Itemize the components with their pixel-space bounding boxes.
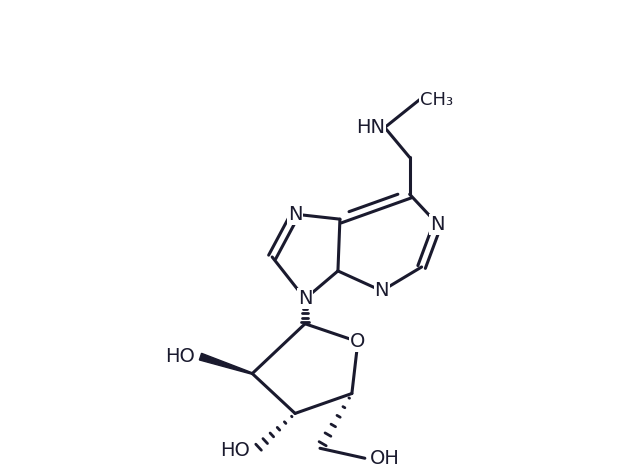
Text: N: N: [288, 204, 302, 224]
Text: HO: HO: [166, 347, 195, 366]
Text: N: N: [374, 282, 389, 300]
Text: N: N: [430, 215, 445, 234]
Text: OH: OH: [370, 449, 400, 468]
Text: N: N: [298, 290, 312, 308]
Text: CH₃: CH₃: [420, 91, 452, 109]
Text: HN: HN: [356, 118, 385, 137]
Text: O: O: [350, 332, 365, 351]
Polygon shape: [200, 353, 253, 374]
Text: HO: HO: [220, 441, 250, 460]
